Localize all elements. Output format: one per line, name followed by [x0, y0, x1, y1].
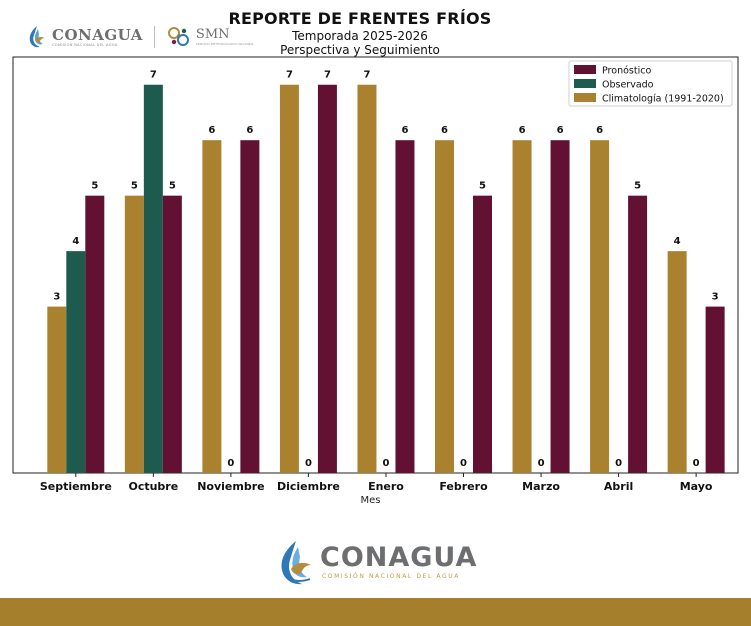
conagua-brand-sub-small: COMISIÓN NACIONAL DEL AGUA [52, 42, 118, 47]
data-label-1-0: 4 [72, 236, 79, 247]
data-label-0-3: 7 [286, 70, 293, 81]
x-tick-label-8: Mayo [680, 480, 713, 493]
chart-title: REPORTE DE FRENTES FRÍOS [228, 9, 492, 28]
legend-label-1: Observado [602, 80, 654, 91]
smn-sub: SERVICIO METEOROLÓGICO NACIONAL [195, 42, 254, 46]
x-tick-label-0: Septiembre [40, 480, 112, 493]
data-label-0-2: 6 [208, 125, 215, 136]
legend-label-0: Pronóstico [602, 66, 651, 77]
data-label-2-1: 5 [169, 181, 176, 192]
bar-0-5 [435, 140, 455, 473]
bar-0-8 [667, 251, 687, 473]
x-tick-label-7: Abril [604, 480, 633, 493]
bar-2-3 [317, 84, 337, 473]
data-label-1-2: 0 [227, 458, 234, 469]
data-label-2-4: 6 [401, 125, 408, 136]
legend-swatch-2 [574, 93, 596, 102]
bar-chart: 3 4 5 Septiembre 5 7 5 Octubre 6 0 6 Noviembre 7 0 7 Di… [12, 56, 739, 506]
bar-2-2 [240, 140, 260, 473]
legend-swatch-1 [574, 79, 596, 88]
bar-2-6 [550, 140, 570, 473]
data-label-1-3: 0 [305, 458, 312, 469]
smn-logo: SMN SERVICIO METEOROLÓGICO NACIONAL [166, 25, 254, 49]
bar-0-1 [124, 195, 144, 473]
legend-box [568, 60, 733, 107]
bar-2-8 [705, 306, 725, 473]
data-label-2-6: 6 [557, 125, 564, 136]
legend-swatch-0 [574, 65, 596, 74]
data-label-2-8: 3 [712, 292, 719, 303]
data-label-2-0: 5 [91, 181, 98, 192]
conagua-footer-emblem-icon [281, 541, 311, 585]
x-tick-label-1: Octubre [128, 480, 178, 493]
x-tick-label-3: Diciembre [277, 480, 340, 493]
data-label-1-4: 0 [382, 458, 389, 469]
data-label-1-8: 0 [693, 458, 700, 469]
x-tick-label-6: Marzo [522, 480, 560, 493]
bar-0-0 [47, 306, 67, 473]
data-label-0-0: 3 [53, 292, 60, 303]
bar-2-0 [85, 195, 105, 473]
footer-brand: CONAGUA [320, 542, 478, 573]
data-label-0-4: 7 [363, 70, 370, 81]
x-tick-label-2: Noviembre [197, 480, 264, 493]
header-logos: CONAGUA COMISIÓN NACIONAL DEL AGUA SMN S… [26, 22, 254, 52]
data-label-2-2: 6 [246, 125, 253, 136]
data-label-2-5: 5 [479, 181, 486, 192]
bar-2-4 [395, 140, 415, 473]
data-label-0-6: 6 [519, 125, 526, 136]
x-tick-label-5: Febrero [439, 480, 488, 493]
data-label-0-7: 6 [596, 125, 603, 136]
data-label-1-6: 0 [538, 458, 545, 469]
footer-color-bar [0, 598, 751, 626]
data-label-1-5: 0 [460, 458, 467, 469]
bar-2-5 [473, 195, 493, 473]
bar-0-4 [357, 84, 377, 473]
logo-separator [153, 26, 155, 48]
conagua-brand-small: CONAGUA [52, 25, 143, 44]
footer-logo: CONAGUA COMISIÓN NACIONAL DEL AGUA [276, 539, 477, 587]
data-label-1-7: 0 [615, 458, 622, 469]
bar-0-3 [279, 84, 299, 473]
x-axis-label: Mes [361, 495, 381, 506]
data-label-0-1: 5 [131, 181, 138, 192]
footer-brand-sub: COMISIÓN NACIONAL DEL AGUA [322, 573, 460, 580]
conagua-logo-small: CONAGUA COMISIÓN NACIONAL DEL AGUA [26, 25, 143, 49]
data-label-1-1: 7 [150, 70, 157, 81]
data-label-2-3: 7 [324, 70, 331, 81]
bar-1-1 [143, 84, 163, 473]
smn-brand: SMN [195, 27, 230, 42]
x-tick-label-4: Enero [368, 480, 404, 493]
smn-emblem-icon [167, 27, 189, 46]
bar-0-2 [202, 140, 222, 473]
data-label-2-7: 5 [634, 181, 641, 192]
bar-2-7 [628, 195, 648, 473]
bar-1-0 [66, 251, 86, 473]
data-label-0-5: 6 [441, 125, 448, 136]
bar-0-6 [512, 140, 532, 473]
chart-subtitle-1: Temporada 2025-2026 [292, 29, 428, 43]
title-block: REPORTE DE FRENTES FRÍOS Temporada 2025-… [190, 9, 530, 57]
data-label-0-8: 4 [674, 236, 681, 247]
conagua-emblem-icon [29, 26, 45, 48]
legend-label-2: Climatología (1991-2020) [602, 94, 724, 105]
bar-2-1 [162, 195, 182, 473]
bar-0-7 [590, 140, 610, 473]
chart-subtitle-2: Perspectiva y Seguimiento [280, 43, 440, 57]
